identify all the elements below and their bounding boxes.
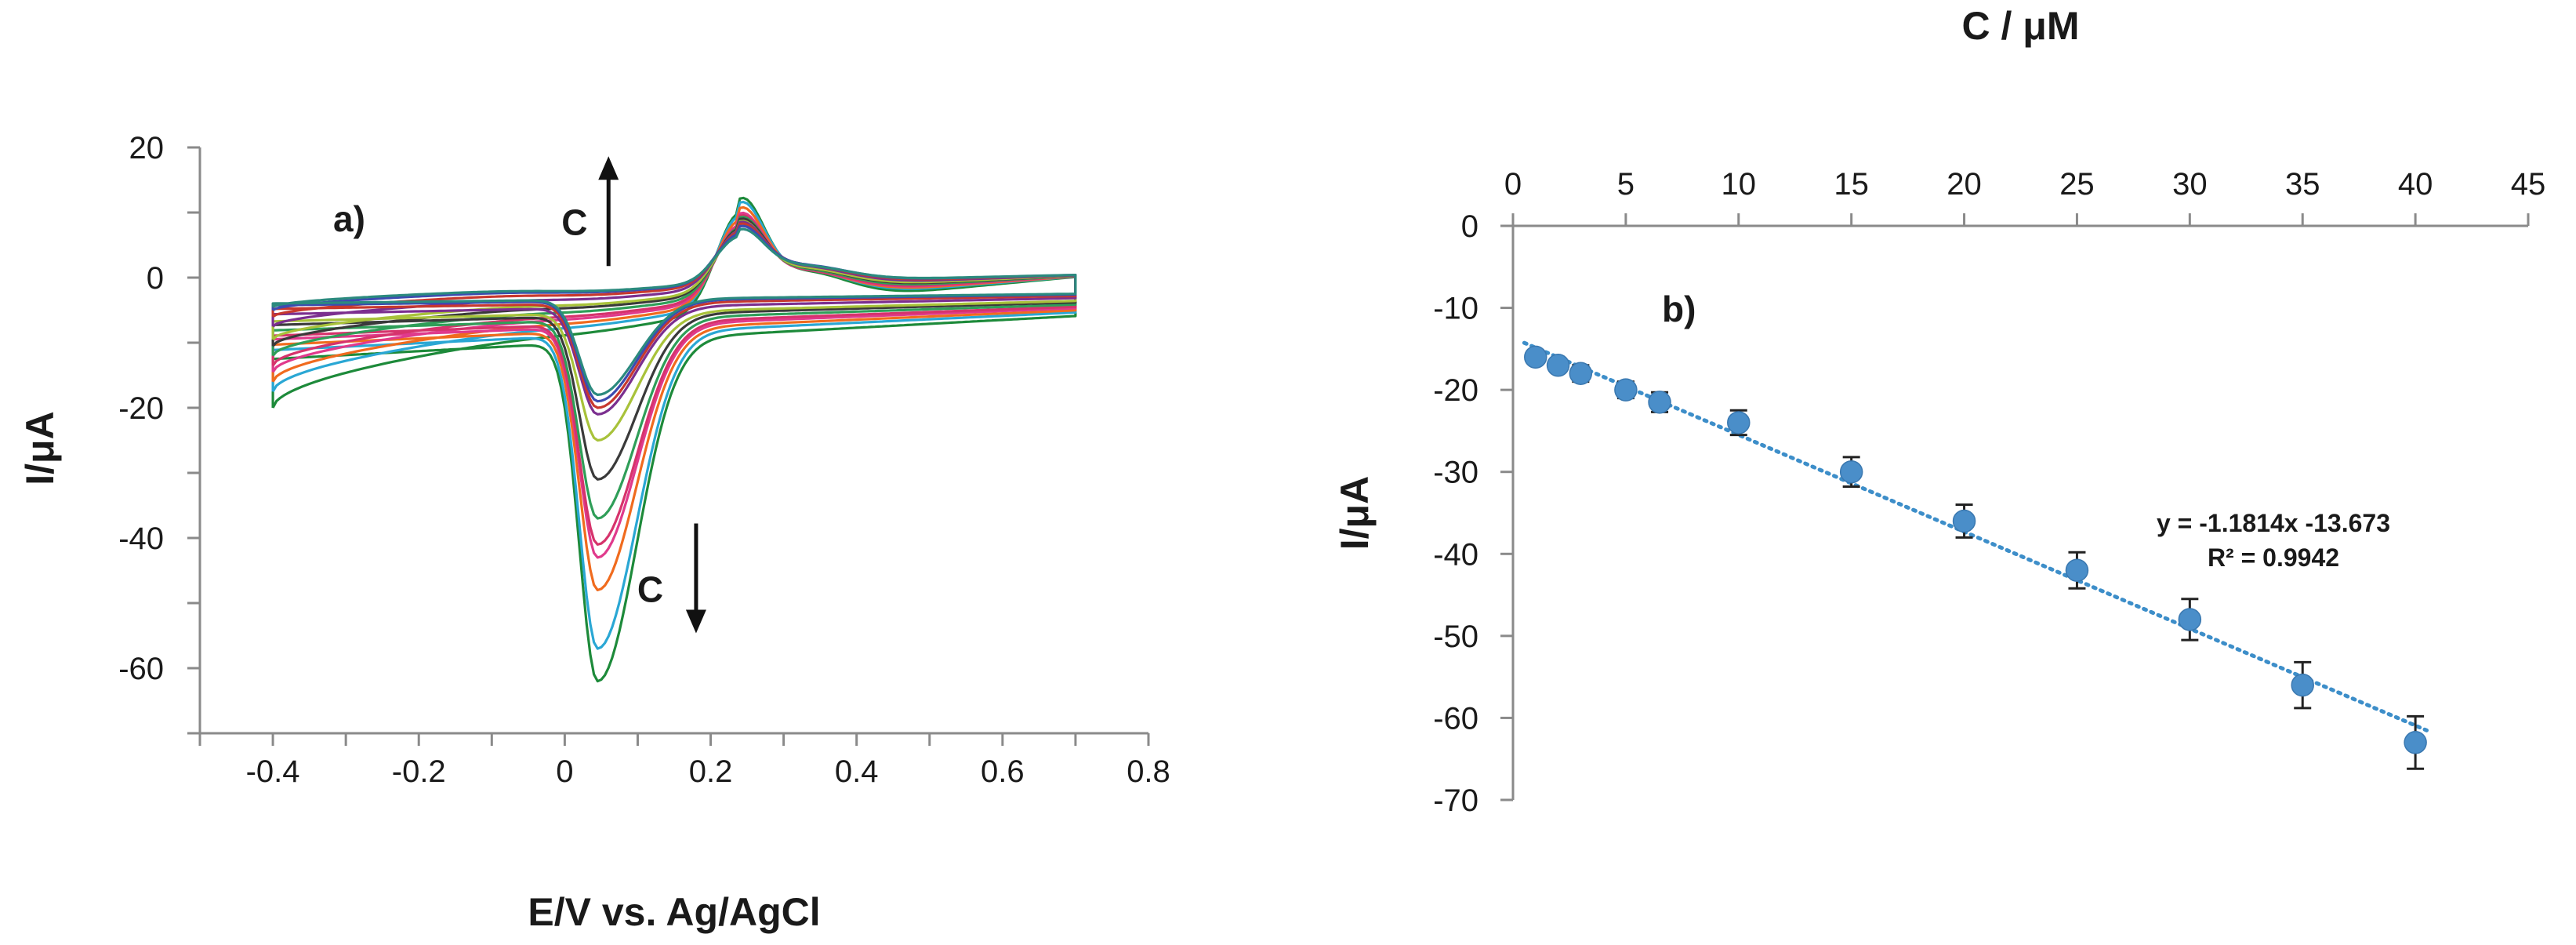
b-y-tick-label: -10 bbox=[1433, 292, 1478, 326]
data-point bbox=[1546, 354, 1570, 377]
fit-r-squared: R² = 0.9942 bbox=[2208, 543, 2339, 572]
trendline bbox=[1522, 340, 2429, 732]
b-x-tick-label: 35 bbox=[2285, 167, 2320, 202]
data-point bbox=[1524, 345, 1547, 369]
a-x-tick-label: 0.6 bbox=[981, 754, 1025, 789]
cv-curve-c4 bbox=[271, 211, 1077, 559]
panel-a: -0.4 -0.2 0 0.2 0.4 0.6 0.8 20 0 -20 -40 -60 a) E/… bbox=[18, 131, 1170, 934]
a-x-tick-label: 0.8 bbox=[1127, 754, 1170, 789]
b-x-tick-label: 30 bbox=[2172, 167, 2208, 202]
b-x-tick-label: 5 bbox=[1617, 167, 1634, 202]
b-x-ticks: 0 5 10 15 20 25 30 35 40 45 bbox=[1504, 167, 2545, 226]
a-y-tick-label: -20 bbox=[118, 391, 164, 426]
a-y-ticks: 20 0 -20 -40 -60 bbox=[118, 131, 200, 735]
data-points bbox=[1524, 345, 2427, 754]
data-point bbox=[1648, 391, 1671, 414]
b-x-tick-label: 10 bbox=[1722, 167, 1757, 202]
b-x-tick-label: 15 bbox=[1834, 167, 1869, 202]
a-x-axis-title: E/V vs. Ag/AgCl bbox=[528, 890, 820, 934]
b-y-tick-label: -60 bbox=[1433, 701, 1478, 736]
cv-curve-c2 bbox=[271, 201, 1077, 650]
cv-curve-c10 bbox=[271, 222, 1077, 409]
b-y-axis-title: I/μA bbox=[1333, 476, 1377, 550]
fit-equation: y = -1.1814x -13.673 bbox=[2157, 509, 2390, 537]
a-x-tick-label: -0.2 bbox=[392, 754, 446, 789]
b-x-tick-label: 20 bbox=[1947, 167, 1982, 202]
cv-curve-c7 bbox=[271, 217, 1077, 481]
data-point bbox=[1839, 460, 1863, 484]
b-x-tick-label: 25 bbox=[2059, 167, 2095, 202]
a-annotations: CC bbox=[561, 156, 706, 634]
a-x-tick-label: 0.4 bbox=[835, 754, 879, 789]
a-y-tick-label: -60 bbox=[118, 652, 164, 686]
b-x-axis-title: C / μM bbox=[1961, 4, 2079, 48]
data-point bbox=[1727, 411, 1751, 434]
a-y-tick-label: 0 bbox=[147, 261, 164, 296]
panel-b: 0 5 10 15 20 25 30 35 40 45 0 -10 -20 -30 -40 -50 -60 -7… bbox=[1333, 4, 2545, 818]
a-x-tick-label: 0.2 bbox=[689, 754, 733, 789]
cv-curve-c3 bbox=[271, 205, 1077, 591]
b-y-tick-label: -30 bbox=[1433, 456, 1478, 490]
data-point bbox=[2065, 558, 2089, 582]
cv-curves bbox=[271, 196, 1077, 683]
cv-curve-c6 bbox=[271, 216, 1077, 520]
a-x-ticks: -0.4 -0.2 0 0.2 0.4 0.6 0.8 bbox=[198, 733, 1170, 789]
b-x-tick-label: 40 bbox=[2398, 167, 2433, 202]
b-y-tick-label: -20 bbox=[1433, 373, 1478, 408]
a-y-tick-label: 20 bbox=[129, 131, 165, 165]
data-point bbox=[2404, 731, 2427, 754]
a-x-tick-label: -0.4 bbox=[246, 754, 300, 789]
data-point bbox=[2178, 608, 2202, 631]
cv-curve-c5 bbox=[271, 213, 1077, 546]
cv-curve-c12 bbox=[271, 227, 1077, 396]
panel-label-a: a) bbox=[333, 198, 365, 239]
b-x-tick-label: 0 bbox=[1504, 167, 1522, 202]
data-point bbox=[1569, 362, 1593, 385]
b-x-tick-label: 45 bbox=[2511, 167, 2546, 202]
b-y-tick-label: -70 bbox=[1433, 783, 1478, 818]
panel-label-b: b) bbox=[1662, 289, 1696, 329]
data-point bbox=[1952, 509, 1976, 533]
a-x-tick-label: 0 bbox=[556, 754, 573, 789]
annotation-c-down: C bbox=[637, 569, 663, 610]
arrow-up-head bbox=[598, 156, 619, 180]
a-y-tick-label: -40 bbox=[118, 522, 164, 556]
cv-curve-c1 bbox=[271, 196, 1077, 683]
data-point bbox=[1614, 378, 1638, 402]
b-y-tick-label: -40 bbox=[1433, 537, 1478, 572]
b-y-tick-label: -50 bbox=[1433, 620, 1478, 654]
annotation-c-up: C bbox=[561, 202, 587, 242]
arrow-down-head bbox=[685, 609, 706, 634]
data-point bbox=[2291, 673, 2314, 697]
b-y-tick-label: 0 bbox=[1461, 209, 1478, 244]
b-y-ticks: 0 -10 -20 -30 -40 -50 -60 -70 bbox=[1433, 209, 1513, 818]
a-y-axis-title: I/μA bbox=[18, 411, 62, 485]
